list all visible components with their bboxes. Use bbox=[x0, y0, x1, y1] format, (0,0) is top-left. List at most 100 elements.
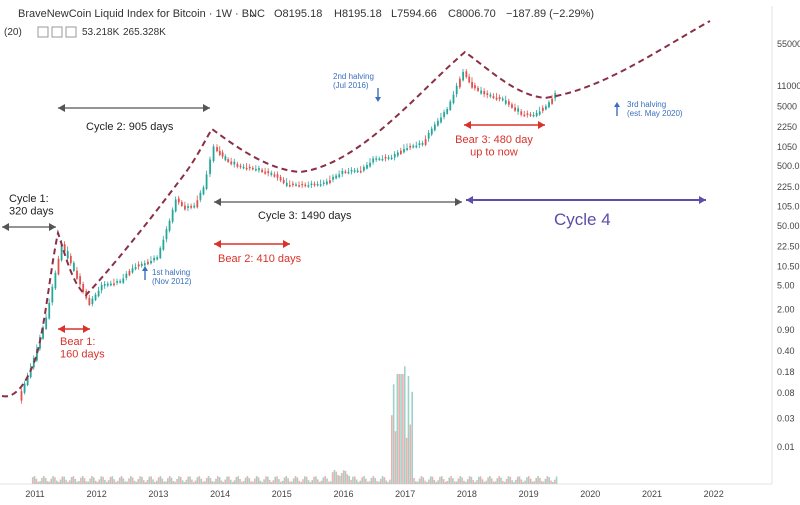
visibility-icon[interactable] bbox=[37, 26, 49, 38]
time-tick-label[interactable]: 2021 bbox=[642, 489, 662, 499]
volume-bar bbox=[118, 477, 121, 484]
volume-bar bbox=[170, 477, 173, 484]
volume-bar bbox=[152, 479, 154, 484]
price-tick-label[interactable]: 22.50 bbox=[777, 242, 800, 252]
price-candle bbox=[131, 268, 134, 273]
volume-bar bbox=[200, 478, 202, 484]
volume-bar bbox=[450, 476, 452, 484]
time-tick-label[interactable]: 2012 bbox=[87, 489, 107, 499]
price-candle bbox=[319, 184, 322, 186]
volume-bar bbox=[194, 480, 197, 484]
volume-bar bbox=[98, 479, 101, 484]
price-tick-label[interactable]: 55000 bbox=[777, 39, 800, 49]
volume-bar bbox=[289, 481, 291, 484]
time-tick-label[interactable]: 2022 bbox=[704, 489, 724, 499]
price-candle bbox=[440, 117, 442, 123]
price-candle bbox=[384, 157, 387, 159]
price-candle bbox=[193, 205, 196, 208]
volume-bar bbox=[65, 479, 67, 484]
settings-icon[interactable] bbox=[51, 26, 63, 38]
price-candle bbox=[480, 90, 483, 94]
time-tick-label[interactable]: 2016 bbox=[333, 489, 353, 499]
price-candle bbox=[54, 272, 57, 289]
price-candle bbox=[548, 102, 550, 108]
volume-legend-icons[interactable] bbox=[37, 26, 77, 38]
bear-2-arrow-head-right bbox=[283, 240, 290, 248]
price-candle bbox=[517, 108, 520, 112]
price-tick-label[interactable]: 1050 bbox=[777, 142, 797, 152]
price-tick-label[interactable]: 5000 bbox=[777, 101, 797, 111]
price-axis[interactable]: 55000 11000 5000 2250 1050 500.0 225.0 105.0 50.… bbox=[777, 39, 800, 452]
volume-bar bbox=[313, 476, 315, 484]
price-tick-label[interactable]: 0.18 bbox=[777, 367, 795, 377]
volume-bar bbox=[440, 476, 443, 484]
volume-bar bbox=[409, 424, 412, 484]
volume-bar bbox=[50, 478, 53, 484]
volume-bar bbox=[196, 477, 199, 484]
price-tick-label[interactable]: 2250 bbox=[777, 122, 797, 132]
price-tick-label[interactable]: 5.00 bbox=[777, 281, 795, 291]
price-candle bbox=[514, 107, 516, 111]
time-tick-label[interactable]: 2014 bbox=[210, 489, 230, 499]
volume-bar bbox=[318, 481, 321, 484]
time-tick-label[interactable]: 2020 bbox=[580, 489, 600, 499]
price-tick-label[interactable]: 2.00 bbox=[777, 304, 795, 314]
volume-bar bbox=[215, 478, 217, 484]
volume-bar bbox=[509, 476, 512, 484]
time-tick-label[interactable]: 2017 bbox=[395, 489, 415, 499]
price-tick-label[interactable]: 0.08 bbox=[777, 388, 795, 398]
price-candle bbox=[421, 143, 424, 145]
volume-bar bbox=[124, 481, 127, 484]
price-tick-label[interactable]: 0.03 bbox=[777, 413, 795, 423]
volume-bar bbox=[189, 476, 191, 484]
price-candle bbox=[79, 276, 81, 285]
volume-bar bbox=[457, 478, 460, 484]
volume-bar bbox=[274, 476, 276, 484]
price-tick-label[interactable]: 11000 bbox=[777, 81, 800, 91]
volume-bar bbox=[255, 476, 258, 484]
volume-bar bbox=[522, 481, 525, 484]
price-candle bbox=[255, 168, 257, 171]
price-candle bbox=[279, 177, 282, 181]
volume-bar bbox=[452, 478, 454, 484]
volume-bar bbox=[403, 366, 406, 484]
price-candle bbox=[465, 71, 468, 78]
chevron-down-icon[interactable]: ⌄ bbox=[248, 8, 257, 20]
price-tick-label[interactable]: 105.0 bbox=[777, 202, 800, 212]
volume-bar bbox=[78, 481, 80, 484]
price-candle bbox=[443, 112, 446, 118]
price-tick-label[interactable]: 500.0 bbox=[777, 161, 800, 171]
price-candle bbox=[329, 180, 331, 184]
volume-bar bbox=[220, 480, 223, 484]
volume-bar bbox=[192, 481, 195, 484]
price-candle bbox=[23, 383, 26, 393]
time-tick-label[interactable]: 2015 bbox=[272, 489, 292, 499]
volume-bar bbox=[479, 476, 482, 484]
time-tick-label[interactable]: 2011 bbox=[25, 489, 44, 499]
time-axis[interactable]: 2011 2012 2013 2014 2015 2016 2017 2018 2019 2020… bbox=[25, 489, 723, 499]
price-tick-label[interactable]: 225.0 bbox=[777, 182, 800, 192]
price-tick-label[interactable]: 0.01 bbox=[777, 442, 795, 452]
price-candle bbox=[174, 199, 177, 212]
volume-bar bbox=[135, 481, 138, 484]
close-icon[interactable] bbox=[65, 26, 77, 38]
price-tick-label[interactable]: 50.00 bbox=[777, 221, 800, 231]
price-candle bbox=[264, 171, 267, 174]
price-tick-label[interactable]: 10.50 bbox=[777, 261, 800, 271]
ohlc-close: C8006.70 bbox=[448, 8, 496, 20]
time-tick-label[interactable]: 2019 bbox=[519, 489, 539, 499]
time-tick-label[interactable]: 2013 bbox=[148, 489, 168, 499]
price-tick-label[interactable]: 0.40 bbox=[777, 346, 795, 356]
price-tick-label[interactable]: 0.90 bbox=[777, 325, 795, 335]
volume-bar bbox=[68, 480, 71, 484]
volume-bar bbox=[287, 478, 289, 484]
price-candle bbox=[520, 111, 523, 115]
volume-bar bbox=[281, 480, 284, 484]
volume-bar bbox=[59, 479, 62, 484]
halving-2-arrow-head bbox=[375, 97, 381, 102]
volume-bar bbox=[191, 479, 193, 484]
time-tick-label[interactable]: 2018 bbox=[457, 489, 477, 499]
volume-bar bbox=[100, 476, 103, 484]
volume-bar bbox=[165, 481, 167, 484]
price-candle bbox=[63, 244, 66, 252]
